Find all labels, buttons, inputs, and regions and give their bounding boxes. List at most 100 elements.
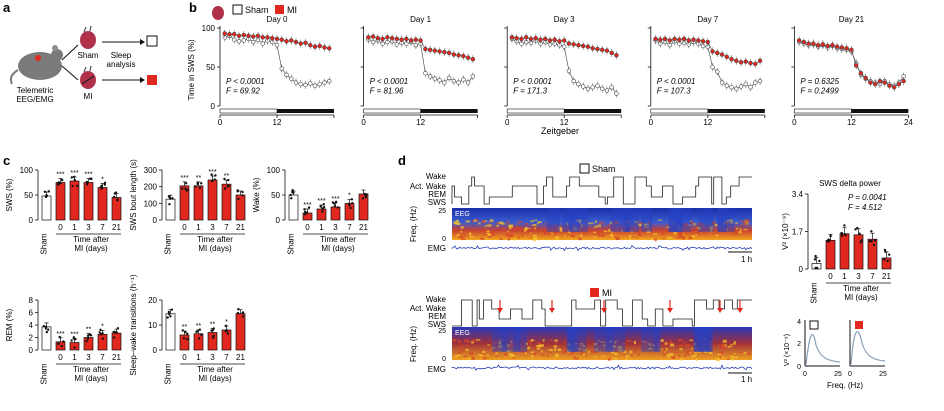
- spectrogram-texture: [532, 234, 537, 237]
- data-dot: [872, 243, 876, 247]
- spectrogram-texture: [679, 231, 683, 234]
- category-label: 0: [305, 223, 310, 232]
- spectrogram-texture: [478, 222, 481, 225]
- spectrogram-texture: [740, 351, 745, 354]
- spectrogram-texture: [695, 234, 698, 236]
- sham-point: [232, 37, 237, 42]
- mi-point: [303, 40, 308, 46]
- spectrogram-texture: [568, 230, 571, 234]
- category-label: 1: [319, 223, 324, 232]
- data-dot: [74, 337, 77, 341]
- sham-bar: [165, 313, 176, 351]
- spectrogram-texture: [467, 340, 470, 343]
- mi-point: [528, 36, 534, 42]
- category-label: 21: [236, 353, 245, 362]
- spectrogram-texture: [659, 348, 662, 350]
- y-tick-label: 100: [20, 166, 34, 175]
- spectrogram-texture: [601, 233, 605, 236]
- spectrogram-texture: [493, 350, 497, 354]
- p-value: P < 0.0001: [370, 77, 409, 86]
- spectrogram-texture: [471, 220, 475, 223]
- mi-bar: [97, 334, 108, 351]
- mi-point: [470, 56, 476, 62]
- freq-label-mi: Freq. (Hz): [409, 326, 418, 362]
- data-dot: [70, 176, 74, 179]
- x-tick-label: 12: [847, 118, 856, 127]
- data-dot: [112, 330, 115, 334]
- spectrogram-texture: [523, 350, 528, 354]
- spectrogram-texture: [733, 353, 737, 355]
- spectrogram-texture: [509, 227, 511, 230]
- spectrogram-texture: [610, 352, 615, 354]
- mi-bar: [221, 183, 232, 221]
- spectrogram-texture: [456, 219, 459, 223]
- spectrogram-texture: [465, 348, 469, 352]
- spectrogram-texture: [597, 340, 600, 342]
- data-dot: [72, 336, 76, 339]
- spectrogram-texture: [661, 232, 664, 235]
- spectrogram-texture: [582, 353, 586, 357]
- mi-point: [552, 37, 557, 42]
- spectrogram-texture: [452, 339, 456, 342]
- sham-point: [284, 72, 289, 78]
- category-label: 21: [112, 353, 121, 362]
- spectrogram-texture: [698, 208, 714, 232]
- emg-label-mi: EMG: [428, 365, 446, 374]
- spectrogram-texture: [492, 341, 497, 344]
- mi-point: [260, 35, 265, 40]
- spectrogram-texture: [460, 230, 463, 233]
- mi-bar: [111, 332, 122, 351]
- mi-point: [820, 42, 826, 47]
- data-dot: [43, 190, 47, 193]
- mi-point: [270, 35, 275, 41]
- spectrogram-texture: [688, 236, 693, 240]
- spectrogram-texture: [615, 350, 619, 352]
- y-tick-label: 50: [24, 191, 33, 200]
- mi-point: [293, 39, 299, 45]
- y-tick-label: 100: [267, 166, 281, 175]
- spectrogram-texture: [577, 349, 580, 352]
- spectrogram-texture: [486, 230, 490, 233]
- spectrogram-texture: [709, 226, 714, 229]
- xlabel-2: MI (days): [198, 244, 232, 253]
- mi-point: [834, 44, 840, 49]
- data-dot: [840, 234, 844, 237]
- x-tick-label: 12: [560, 118, 569, 127]
- mi-point: [404, 36, 409, 42]
- sham-point: [719, 80, 725, 85]
- mi-point: [308, 42, 313, 48]
- spectrogram-texture: [481, 220, 486, 224]
- scale-text-sham: 1 h: [741, 255, 752, 264]
- mi-point: [561, 38, 567, 43]
- spectrogram-texture: [614, 340, 617, 344]
- spectrogram-texture: [472, 339, 476, 342]
- spectrogram-texture: [691, 234, 695, 236]
- spectrogram-texture: [515, 226, 519, 230]
- spectrogram-texture: [623, 350, 627, 354]
- data-dot: [290, 196, 293, 200]
- spectrogram-texture: [506, 345, 511, 349]
- spectrogram-texture: [537, 221, 542, 224]
- spectrogram-texture: [601, 355, 606, 357]
- spectrogram-texture: [487, 235, 492, 239]
- spectrogram-texture: [720, 347, 726, 350]
- spectrogram-texture: [701, 339, 703, 343]
- spectrogram-texture: [550, 339, 553, 342]
- mi-bar: [839, 233, 850, 270]
- mi-point: [557, 39, 562, 44]
- mi-point: [599, 47, 605, 53]
- spectrogram-texture: [644, 226, 650, 228]
- y-axis-label: Sleep–wake transitions (h⁻¹): [129, 274, 138, 375]
- spectrogram-texture: [723, 345, 726, 348]
- data-dot: [60, 344, 64, 348]
- mi-point: [542, 36, 548, 42]
- spectrogram-texture: [633, 350, 637, 353]
- spectrogram-texture: [547, 232, 552, 236]
- data-dot: [98, 331, 101, 334]
- spectrogram-texture: [645, 342, 649, 345]
- sham-point: [312, 83, 318, 88]
